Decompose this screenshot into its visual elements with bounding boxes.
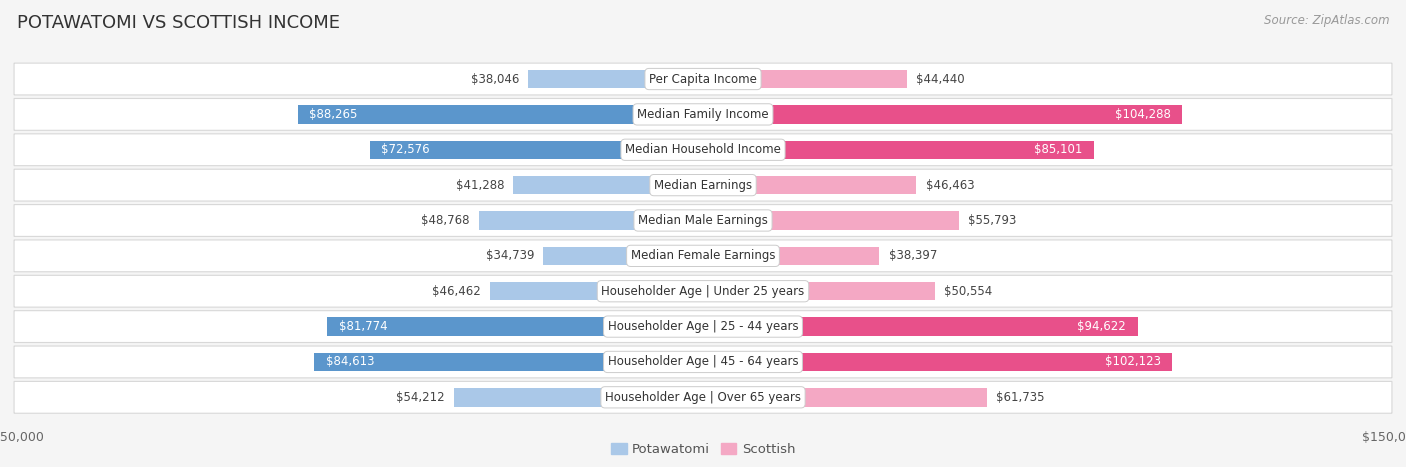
Bar [544, 247, 703, 265]
Text: $50,554: $50,554 [945, 285, 993, 298]
Bar [328, 318, 703, 336]
Legend: Potawatomi, Scottish: Potawatomi, Scottish [606, 438, 800, 461]
FancyBboxPatch shape [14, 240, 1392, 272]
FancyBboxPatch shape [14, 169, 1392, 201]
Text: Median Family Income: Median Family Income [637, 108, 769, 121]
Bar [703, 70, 907, 88]
FancyBboxPatch shape [14, 134, 1392, 166]
Text: Householder Age | 45 - 64 years: Householder Age | 45 - 64 years [607, 355, 799, 368]
Text: $44,440: $44,440 [917, 72, 965, 85]
Text: $81,774: $81,774 [339, 320, 388, 333]
Text: $84,613: $84,613 [326, 355, 374, 368]
Text: Householder Age | Over 65 years: Householder Age | Over 65 years [605, 391, 801, 404]
Text: Median Household Income: Median Household Income [626, 143, 780, 156]
Bar [703, 247, 879, 265]
FancyBboxPatch shape [14, 311, 1392, 342]
Text: Median Male Earnings: Median Male Earnings [638, 214, 768, 227]
Bar [703, 105, 1182, 124]
Text: $38,046: $38,046 [471, 72, 519, 85]
Text: Median Female Earnings: Median Female Earnings [631, 249, 775, 262]
FancyBboxPatch shape [14, 276, 1392, 307]
Text: Householder Age | Under 25 years: Householder Age | Under 25 years [602, 285, 804, 298]
Text: Per Capita Income: Per Capita Income [650, 72, 756, 85]
Bar [454, 388, 703, 406]
FancyBboxPatch shape [14, 382, 1392, 413]
Text: Median Earnings: Median Earnings [654, 178, 752, 191]
FancyBboxPatch shape [14, 63, 1392, 95]
Text: Source: ZipAtlas.com: Source: ZipAtlas.com [1264, 14, 1389, 27]
Text: $46,462: $46,462 [432, 285, 481, 298]
Text: $104,288: $104,288 [1115, 108, 1171, 121]
Bar [703, 353, 1173, 371]
FancyBboxPatch shape [14, 205, 1392, 236]
Bar [703, 282, 935, 300]
Text: $48,768: $48,768 [422, 214, 470, 227]
Text: $55,793: $55,793 [969, 214, 1017, 227]
Text: $61,735: $61,735 [995, 391, 1045, 404]
Bar [703, 318, 1137, 336]
Bar [479, 211, 703, 230]
Text: $54,212: $54,212 [396, 391, 444, 404]
Bar [703, 211, 959, 230]
Bar [703, 141, 1094, 159]
FancyBboxPatch shape [14, 99, 1392, 130]
Text: $46,463: $46,463 [925, 178, 974, 191]
Text: $85,101: $85,101 [1033, 143, 1083, 156]
Bar [529, 70, 703, 88]
Text: $102,123: $102,123 [1105, 355, 1160, 368]
Bar [703, 176, 917, 194]
Bar [370, 141, 703, 159]
Bar [315, 353, 703, 371]
Text: $94,622: $94,622 [1077, 320, 1126, 333]
Text: $88,265: $88,265 [309, 108, 357, 121]
Text: $38,397: $38,397 [889, 249, 936, 262]
Text: POTAWATOMI VS SCOTTISH INCOME: POTAWATOMI VS SCOTTISH INCOME [17, 14, 340, 32]
FancyBboxPatch shape [14, 346, 1392, 378]
Bar [298, 105, 703, 124]
Text: Householder Age | 25 - 44 years: Householder Age | 25 - 44 years [607, 320, 799, 333]
Bar [489, 282, 703, 300]
Text: $72,576: $72,576 [381, 143, 430, 156]
Bar [703, 388, 987, 406]
Bar [513, 176, 703, 194]
Text: $41,288: $41,288 [456, 178, 505, 191]
Text: $34,739: $34,739 [485, 249, 534, 262]
